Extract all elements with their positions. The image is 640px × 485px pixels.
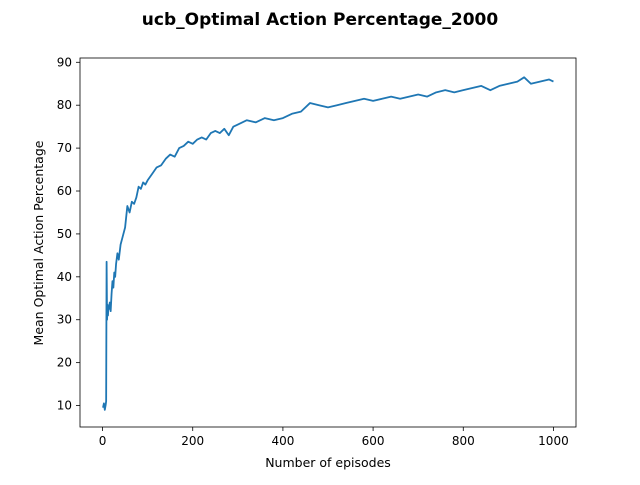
x-tick-label: 600 — [362, 434, 385, 448]
series-line — [102, 76, 554, 411]
y-tick-label: 90 — [57, 55, 72, 69]
x-axis-label: Number of episodes — [265, 455, 391, 470]
y-tick-label: 30 — [57, 313, 72, 327]
y-axis-label: Mean Optimal Action Percentage — [31, 140, 46, 345]
y-tick-label: 60 — [57, 184, 72, 198]
x-tick-label: 1000 — [538, 434, 569, 448]
y-tick-label: 70 — [57, 141, 72, 155]
chart-title: ucb_Optimal Action Percentage_2000 — [142, 10, 499, 30]
y-tick-label: 40 — [57, 270, 72, 284]
x-tick-label: 400 — [271, 434, 294, 448]
y-tick-label: 80 — [57, 98, 72, 112]
x-tick-label: 200 — [181, 434, 204, 448]
axes-frame — [79, 57, 577, 428]
y-tick-label: 20 — [57, 356, 72, 370]
y-tick-label: 10 — [57, 399, 72, 413]
x-tick-label: 800 — [452, 434, 475, 448]
x-tick-label: 0 — [99, 434, 107, 448]
y-tick-label: 50 — [57, 227, 72, 241]
